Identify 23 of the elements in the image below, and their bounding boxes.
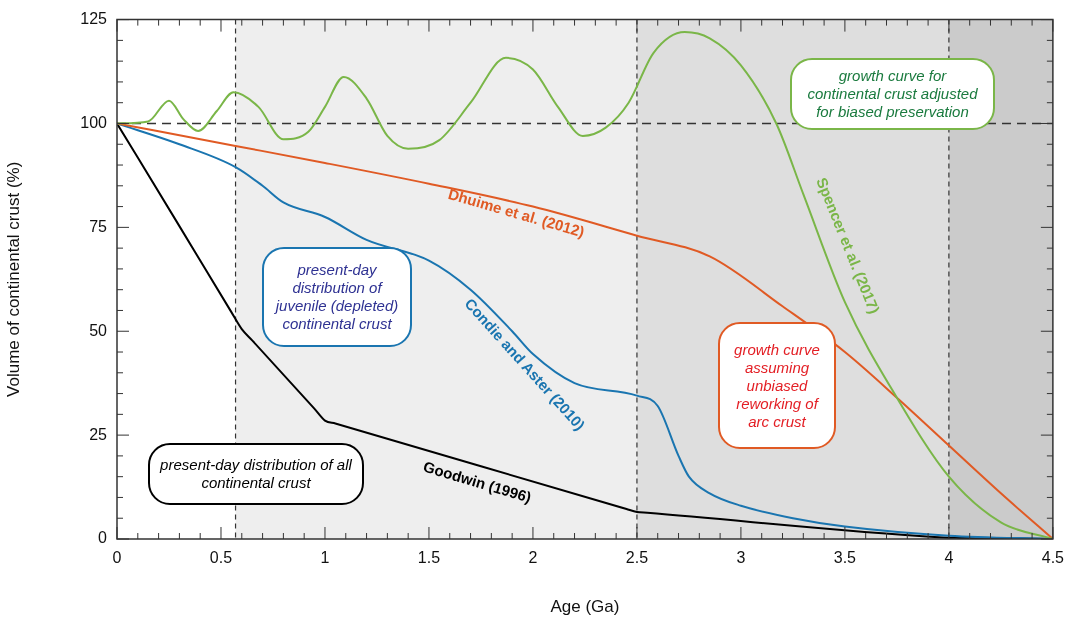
callout-box: present-day distribution of juvenile (depleted) continental crust <box>262 247 412 347</box>
x-tick-label: 0 <box>112 549 122 567</box>
y-tick-label: 50 <box>89 321 108 339</box>
y-tick-label: 0 <box>98 529 108 547</box>
x-tick-label: 1.5 <box>417 549 441 567</box>
x-axis-title: Age (Ga) <box>550 597 620 617</box>
text: Dhuime et al. (2012) <box>446 185 587 241</box>
y-tick-label: 75 <box>89 217 108 235</box>
callout-box: growth curve for continental crust adjusted for biased preservation <box>790 58 995 130</box>
x-tick-label: 2.5 <box>625 549 649 567</box>
y-tick-label: 125 <box>80 10 108 28</box>
callout-box: present-day distribution of all continental crust <box>148 443 364 505</box>
x-tick-label: 4 <box>944 549 954 567</box>
x-tick-label: 2 <box>528 549 538 567</box>
x-tick-label: 1 <box>320 549 330 567</box>
x-tick-label: 3 <box>736 549 746 567</box>
y-tick-label: 25 <box>89 425 108 443</box>
y-axis-title: Volume of continental crust (%) <box>3 161 23 397</box>
x-tick-label: 0.5 <box>209 549 233 567</box>
x-tick-label: 4.5 <box>1041 549 1065 567</box>
callout-box: growth curve assuming unbiased reworking of arc crust <box>718 322 836 449</box>
x-tick-label: 3.5 <box>833 549 857 567</box>
y-tick-label: 100 <box>80 113 108 131</box>
